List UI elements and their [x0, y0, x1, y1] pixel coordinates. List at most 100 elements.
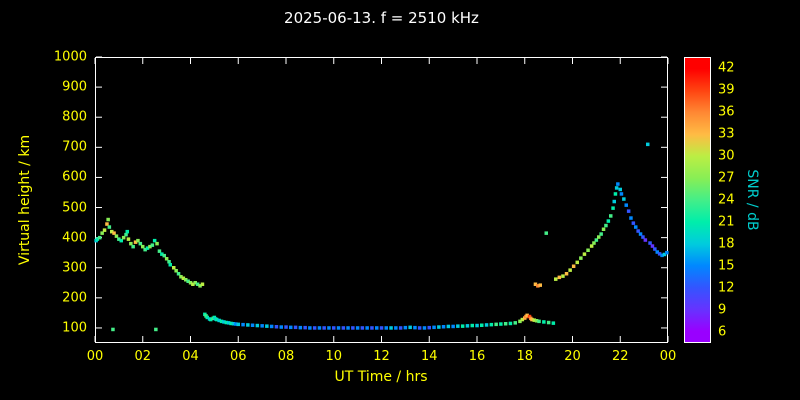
y-tick-label: 500 [62, 200, 87, 216]
data-point [136, 238, 140, 243]
plot-area [95, 57, 668, 343]
data-point [646, 142, 650, 147]
data-point [601, 227, 606, 231]
data-point [551, 321, 556, 325]
x-tick-label: 04 [182, 349, 199, 364]
data-point [133, 240, 138, 244]
data-point [160, 252, 164, 256]
data-point [665, 250, 669, 255]
data-point [660, 253, 664, 258]
data-point [456, 324, 460, 328]
data-point [589, 244, 594, 248]
data-point [542, 320, 546, 324]
data-point [124, 232, 128, 237]
data-point [111, 327, 115, 332]
x-tick-label: 08 [277, 349, 295, 364]
data-point [618, 187, 622, 192]
data-point [636, 229, 640, 233]
data-point [269, 324, 274, 329]
data-point [152, 238, 157, 243]
data-point [460, 324, 465, 328]
data-point [527, 314, 532, 319]
data-point [634, 225, 638, 229]
data-point [119, 238, 123, 243]
y-tick-label: 100 [62, 320, 87, 336]
data-point [222, 320, 226, 324]
data-point [148, 244, 152, 249]
data-point [355, 326, 360, 330]
data-point [638, 232, 643, 236]
y-tick-label: 200 [62, 290, 87, 306]
data-point [110, 229, 114, 234]
colorbar-label: SNR / dB [744, 169, 760, 231]
colorbar-tick-label: 15 [718, 258, 735, 274]
data-point [582, 252, 587, 256]
data-point [312, 326, 317, 330]
data-point [557, 275, 562, 280]
data-point [441, 325, 446, 329]
data-point [131, 244, 135, 249]
data-point [655, 250, 659, 254]
data-point [219, 319, 224, 324]
data-point [332, 326, 336, 330]
data-point [533, 282, 538, 286]
data-point [653, 247, 657, 251]
data-point [181, 276, 186, 280]
data-point [413, 325, 417, 330]
x-tick-label: 16 [468, 349, 486, 364]
data-point [554, 277, 558, 281]
data-point [546, 320, 551, 325]
y-tick-label: 300 [62, 260, 87, 276]
data-point [536, 284, 540, 288]
data-point [614, 186, 619, 190]
data-point [121, 235, 126, 240]
data-point [398, 326, 403, 330]
colorbar [684, 57, 711, 343]
data-point [475, 323, 479, 328]
data-point [641, 235, 645, 239]
data-point [260, 324, 264, 328]
data-point [117, 237, 121, 241]
data-point [327, 326, 331, 330]
data-point [446, 324, 451, 329]
data-point [138, 241, 143, 246]
data-point [657, 252, 662, 256]
colorbar-tick-label: 9 [718, 302, 727, 318]
x-tick-label: 14 [420, 349, 438, 364]
data-point [193, 281, 197, 285]
data-point [616, 182, 620, 186]
data-point [164, 257, 169, 261]
data-point [537, 319, 541, 324]
data-point [298, 325, 303, 330]
data-point [205, 315, 209, 320]
data-point [274, 325, 279, 329]
data-point [586, 248, 590, 252]
x-tick-label: 10 [325, 349, 343, 364]
data-point [336, 326, 341, 330]
data-point [195, 282, 200, 286]
data-point [360, 326, 365, 330]
colorbar-tick-label: 12 [718, 280, 735, 296]
data-point [544, 231, 548, 235]
data-point [609, 214, 613, 218]
y-tick-label: 800 [62, 109, 87, 125]
data-point [470, 323, 474, 328]
data-point [379, 326, 384, 330]
data-point [662, 252, 667, 257]
data-point [167, 260, 171, 264]
data-point [579, 256, 583, 260]
chart-title: 2025-06-13. f = 2510 kHz [284, 9, 479, 27]
data-point [525, 313, 529, 318]
data-point [308, 326, 312, 330]
data-point [224, 320, 229, 325]
data-point [629, 216, 633, 220]
data-point [95, 237, 100, 241]
x-tick-label: 18 [516, 349, 534, 364]
data-point [317, 326, 322, 330]
data-point [125, 229, 129, 234]
data-point [100, 231, 104, 235]
data-point [284, 325, 288, 329]
data-point [155, 241, 159, 246]
data-point [279, 325, 283, 329]
